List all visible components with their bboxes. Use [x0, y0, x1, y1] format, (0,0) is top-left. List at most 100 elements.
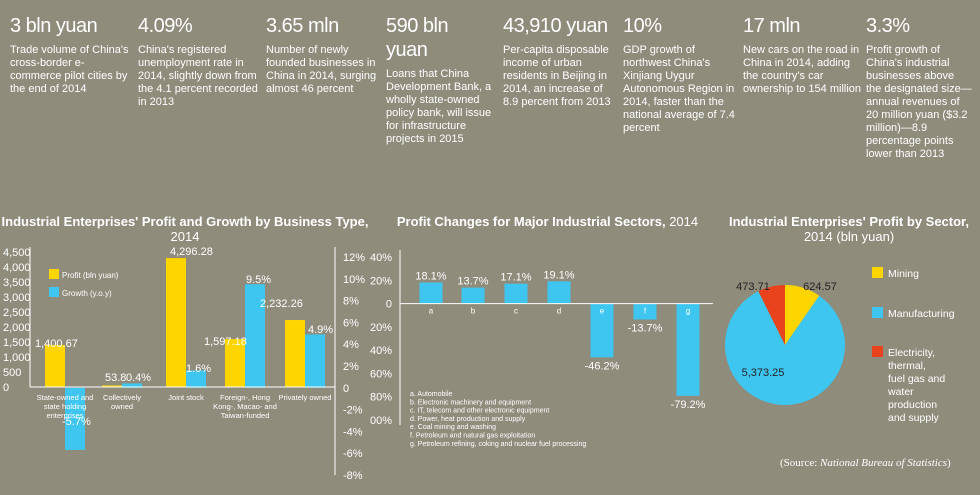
stat-description: Profit growth of China's industrial busi…	[866, 44, 972, 160]
y-tick-label: -40%	[370, 345, 392, 357]
growth-bar	[186, 370, 206, 388]
y-tick-label: -80%	[370, 392, 392, 404]
sector-note: e. Coal mining and washing	[410, 424, 496, 431]
chart3-title-sub: 2014 (bln yuan)	[803, 229, 895, 244]
sector-category-label: a	[429, 307, 434, 316]
chart2-title: Profit Changes for Major Industrial Sect…	[370, 214, 725, 229]
category-label: Foreign-, Hong	[220, 393, 270, 402]
sector-note: d. Power, heat production and supply	[410, 416, 526, 423]
sector-note: a. Automobile	[410, 391, 453, 398]
stat-description: GDP growth of northwest China's Xinjiang…	[623, 44, 735, 134]
growth-value-label: 4.9%	[308, 324, 333, 336]
category-label: owned	[111, 402, 133, 411]
category-label: State-owned and	[37, 393, 94, 402]
sector-note: b. Electronic machinery and equipment	[410, 399, 531, 406]
growth-bar	[305, 334, 325, 388]
sector-category-label: e	[600, 307, 605, 316]
profit-bar	[166, 258, 186, 387]
growth-bar	[245, 284, 265, 388]
y-left-tick-label: 4,000	[3, 262, 31, 274]
legend-swatch-profit	[49, 269, 59, 279]
category-label: Collectively	[103, 393, 141, 402]
sector-note: f. Petroleum and natural gas exploitatio…	[410, 433, 535, 440]
profit-growth-by-business-type-chart: 0 500 1,000 1,500 2,000 2,500 3,000 3,500 4,000 4…	[3, 246, 365, 480]
y-right-tick-label: 6%	[343, 317, 359, 329]
legend-swatch	[872, 307, 883, 318]
category-label: Taiwan-funded	[221, 411, 270, 420]
source-note: (Source: National Bureau of Statistics)	[780, 457, 951, 469]
legend-label-profit: Profit (bln yuan)	[62, 271, 119, 280]
y-tick-label: -100%	[370, 415, 392, 427]
category-label: Privately owned	[279, 393, 332, 402]
pie-value-label: 5,373.25	[742, 367, 785, 379]
category-label: enterprises	[46, 411, 83, 420]
y-left-tick-label: 3,500	[3, 277, 31, 289]
stat-description: Trade volume of China's cross-border e-c…	[10, 44, 129, 95]
profit-bar	[45, 344, 65, 387]
growth-bar	[65, 387, 85, 450]
sector-value-label: -79.2%	[671, 399, 706, 411]
sector-value-label: 13.7%	[457, 276, 488, 288]
chart2-title-year: 2014	[669, 214, 699, 229]
stat-new-businesses: 3.65 mln Number of newly founded busines…	[266, 14, 384, 96]
stat-description: China's registered unemployment rate in …	[138, 44, 258, 108]
sector-value-label: -13.7%	[628, 323, 663, 335]
legend-label-electricity: Electricity, thermal, fuel gas and water pro…	[887, 347, 945, 424]
source-name: National Bureau of Statistics	[820, 457, 948, 469]
profit-value-label: 1,400.67	[35, 338, 78, 350]
profit-changes-sectors-chart: 40% 20% 0 -20% -40% -60% -80% -100% 18.1% a 13.7% b…	[370, 250, 713, 448]
stat-description: Number of newly founded businesses in Ch…	[266, 44, 377, 95]
profit-bar	[225, 339, 245, 387]
sector-category-label: f	[644, 307, 647, 316]
profit-value-label: 4,296.28	[170, 246, 213, 258]
y-right-tick-label: 8%	[343, 296, 359, 308]
stat-value: 43,910 yuan	[503, 15, 608, 37]
y-left-tick-label: 2,000	[3, 322, 31, 334]
y-right-tick-label: -8%	[343, 470, 363, 480]
sector-value-label: 19.1%	[543, 269, 574, 281]
y-tick-label: -60%	[370, 368, 392, 380]
category-label: Kong-, Macao- and	[213, 402, 277, 411]
category-label: state holding	[44, 402, 87, 411]
legend-label-electricity-line: water	[887, 386, 914, 398]
legend-label-growth: Growth (y.o.y)	[62, 289, 112, 298]
stat-profit-growth: 3.3% Profit growth of China's industrial…	[866, 14, 972, 161]
sector-category-label: g	[686, 307, 690, 316]
y-right-tick-label: -2%	[343, 405, 363, 417]
legend-label-electricity-line: Electricity,	[888, 347, 935, 359]
y-tick-label: 40%	[370, 252, 392, 264]
profit-value-label: 2,232.26	[260, 298, 303, 310]
profit-value-label: 53.8	[105, 372, 126, 384]
y-left-tick-label: 1,500	[3, 337, 31, 349]
stat-new-cars: 17 mln New cars on the road in China in …	[743, 14, 861, 96]
sector-bar	[419, 282, 443, 304]
y-left-tick-label: 500	[3, 367, 21, 379]
sector-value-label: -46.2%	[585, 360, 620, 372]
legend-label-electricity-line: and supply	[888, 412, 940, 424]
growth-value-label: -5.7%	[62, 416, 91, 428]
legend-label-manufacturing: Manufacturing	[888, 308, 955, 320]
pie-slice-manufacturing	[725, 291, 845, 405]
stat-beijing-income: 43,910 yuan Per-capita disposable income…	[503, 14, 621, 109]
stat-xinjiang-gdp: 10% GDP growth of northwest China's Xinj…	[623, 14, 735, 135]
y-right-tick-label: 12%	[343, 252, 365, 264]
y-right-tick-label: 2%	[343, 361, 359, 373]
category-label: Joint stock	[168, 393, 204, 402]
legend-swatch-growth	[49, 287, 59, 297]
chart3-title-text: Industrial Enterprises' Profit by Sector…	[728, 214, 970, 229]
legend-swatch	[872, 267, 883, 278]
sector-bar	[676, 303, 700, 396]
stat-description: Loans that China Development Bank, a who…	[386, 68, 492, 145]
sector-value-label: 17.1%	[500, 272, 531, 284]
source-prefix: (Source:	[780, 457, 821, 469]
sector-category-label: c	[514, 307, 518, 316]
y-tick-label: 0	[386, 299, 392, 311]
profit-by-sector-pie-chart: 624.57 5,373.25 473.71 Mining Manufacturing E…	[725, 267, 955, 424]
y-tick-label: 20%	[370, 275, 392, 287]
sector-value-label: 18.1%	[415, 270, 446, 282]
y-right-tick-label: 4%	[343, 339, 359, 351]
stat-description: New cars on the road in China in 2014, a…	[743, 44, 862, 95]
y-right-tick-label: 10%	[343, 274, 365, 286]
y-tick-label: -20%	[370, 322, 392, 334]
y-left-tick-label: 2,500	[3, 307, 31, 319]
